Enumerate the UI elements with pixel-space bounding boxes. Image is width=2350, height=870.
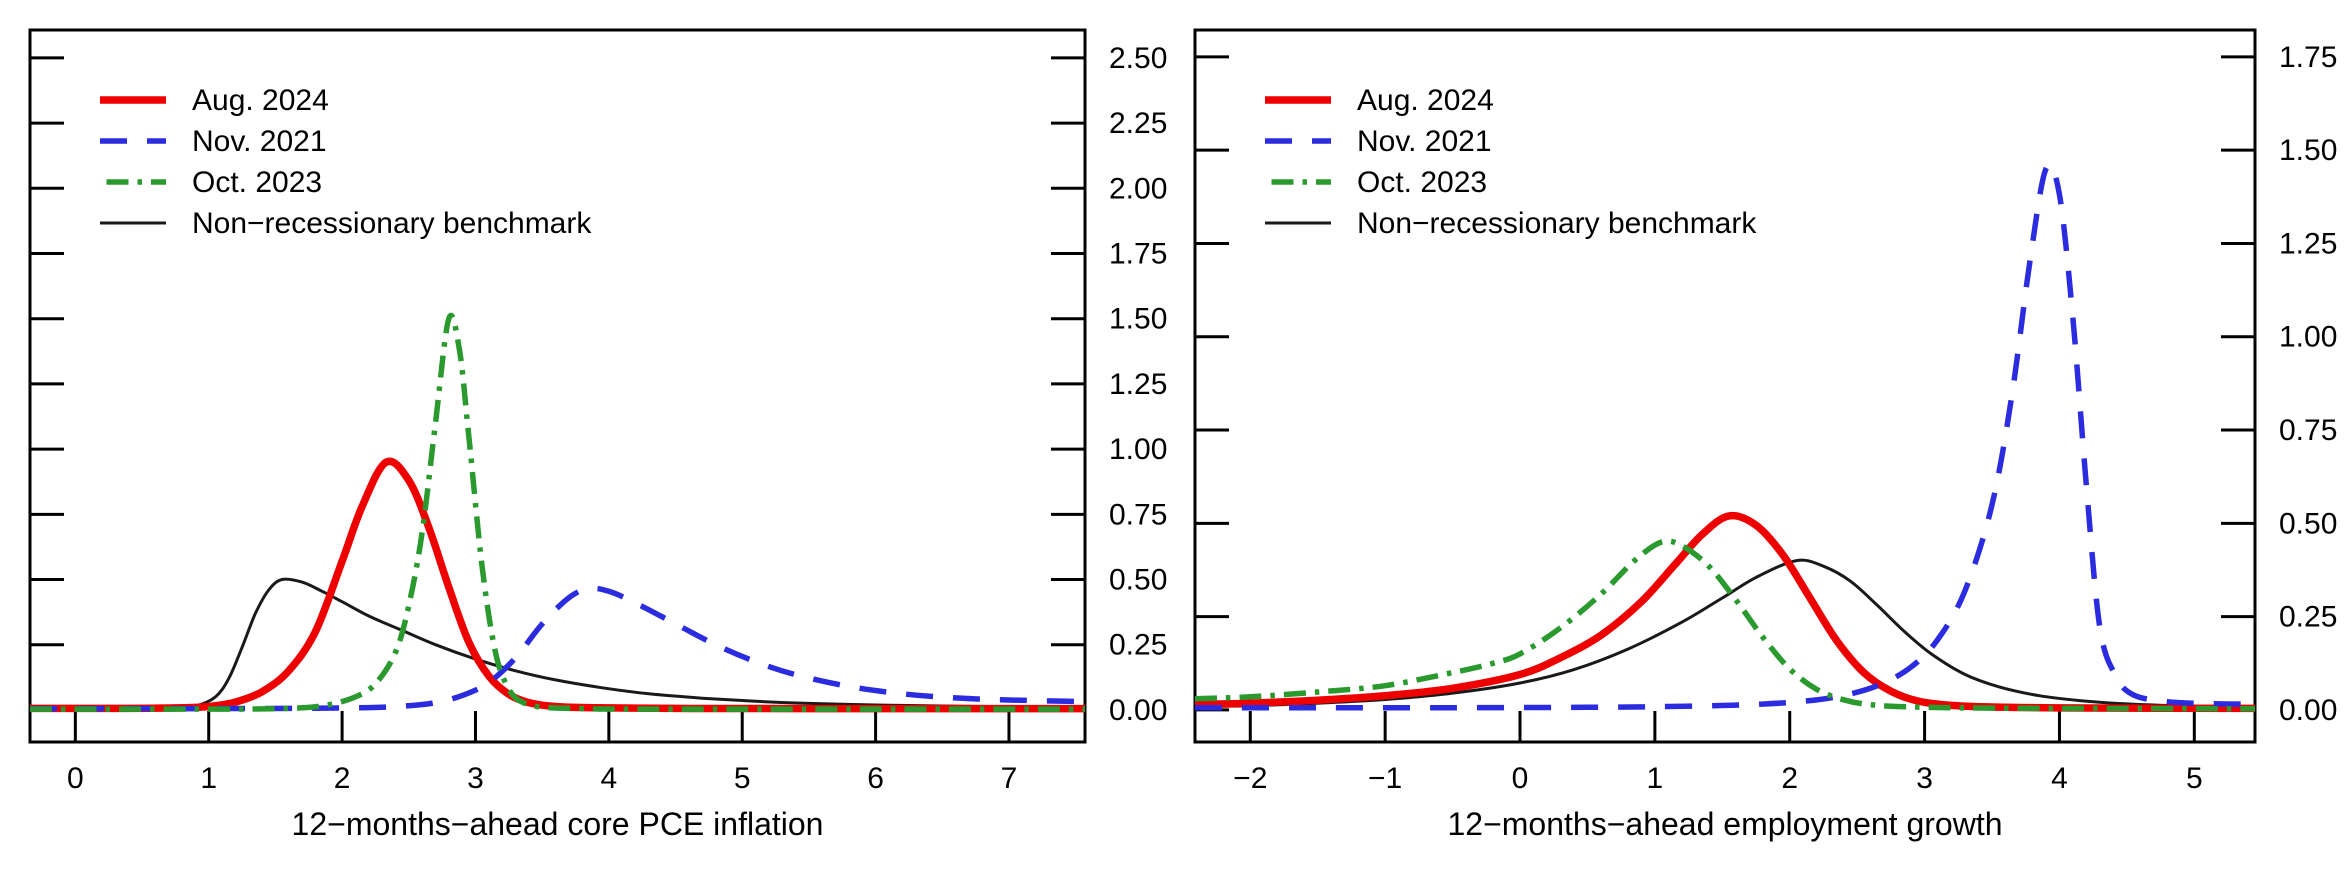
x-tick-label: 3 [467,762,484,795]
legend-label: Non−recessionary benchmark [1357,207,1757,240]
legend-label: Nov. 2021 [1357,125,1492,158]
plot-border [1193,28,2257,744]
curve-oct-2023 [1194,538,2256,712]
y-tick-label: 1.00 [2279,321,2337,354]
y-tick-label: 0.75 [2279,414,2337,447]
curve-non-recessionary-benchmark [1194,558,2256,709]
plot-border [28,28,1087,744]
x-tick-label: 2 [1781,762,1798,795]
legend-label: Non−recessionary benchmark [192,207,592,240]
y-tick-label: 2.00 [1109,172,1167,205]
x-tick-label: −2 [1233,762,1267,795]
x-tick-label: 6 [867,762,884,795]
x-tick-label: 5 [734,762,751,795]
legend: Aug. 2024 Nov. 2021 Oct. 2023 Non−recession… [100,84,592,240]
y-tick-label: 0.25 [2279,601,2337,634]
y-tick-label: 0.50 [2279,507,2337,540]
x-tick-label: 2 [334,762,351,795]
y-tick-label: 1.50 [2279,134,2337,167]
employment-chart: −2 −1 0 1 2 3 4 5 0.00 0.25 0.50 0.75 1.00 1.25 1.50 1.… [1193,28,2337,795]
x-tick-label: 7 [1001,762,1018,795]
x-tick-label: 4 [2051,762,2068,795]
legend-label: Oct. 2023 [192,166,322,199]
y-tick-label: 0.25 [1109,629,1167,662]
x-tick-label: 1 [1647,762,1664,795]
legend-label: Nov. 2021 [192,125,327,158]
legend-label: Oct. 2023 [1357,166,1487,199]
y-tick-label: 1.25 [1109,368,1167,401]
legend-label: Aug. 2024 [192,84,329,117]
x-tick-label: 5 [2186,762,2203,795]
curve-non-recessionary-benchmark [29,577,1086,711]
x-tick-label: −1 [1368,762,1402,795]
curve-nov-2021 [29,585,1086,712]
y-tick-label: 1.25 [2279,227,2337,260]
y-tick-label: 2.25 [1109,107,1167,140]
x-tick-label: 1 [200,762,217,795]
x-tick-label: 0 [1512,762,1529,795]
y-tick-label: 0.00 [1109,694,1167,727]
y-tick-label: 1.00 [1109,433,1167,466]
y-tick-label: 0.00 [2279,694,2337,727]
y-tick-label: 0.75 [1109,498,1167,531]
y-tick-label: 1.50 [1109,303,1167,336]
y-tick-label: 1.75 [1109,238,1167,271]
y-tick-label: 0.50 [1109,564,1167,597]
legend-label: Aug. 2024 [1357,84,1494,117]
legend: Aug. 2024 Nov. 2021 Oct. 2023 Non−recession… [1265,84,1757,240]
employment-x-axis-title: 12−months−ahead employment growth [1447,806,2003,842]
curve-aug-2024 [30,457,1086,713]
x-tick-label: 0 [67,762,84,795]
inflation-x-axis-title: 12−months−ahead core PCE inflation [291,806,824,842]
x-tick-label: 4 [601,762,618,795]
y-tick-label: 1.75 [2279,41,2337,74]
curve-oct-2023 [29,312,1086,712]
inflation-chart: 0 1 2 3 4 5 6 7 0.00 0.25 0.50 0.75 1.00 1.25 1.50 1.75… [28,28,1167,795]
curve-aug-2024 [1194,511,2256,713]
curve-nov-2021 [1195,161,2256,711]
y-tick-label: 2.50 [1109,42,1167,75]
x-tick-label: 3 [1916,762,1933,795]
